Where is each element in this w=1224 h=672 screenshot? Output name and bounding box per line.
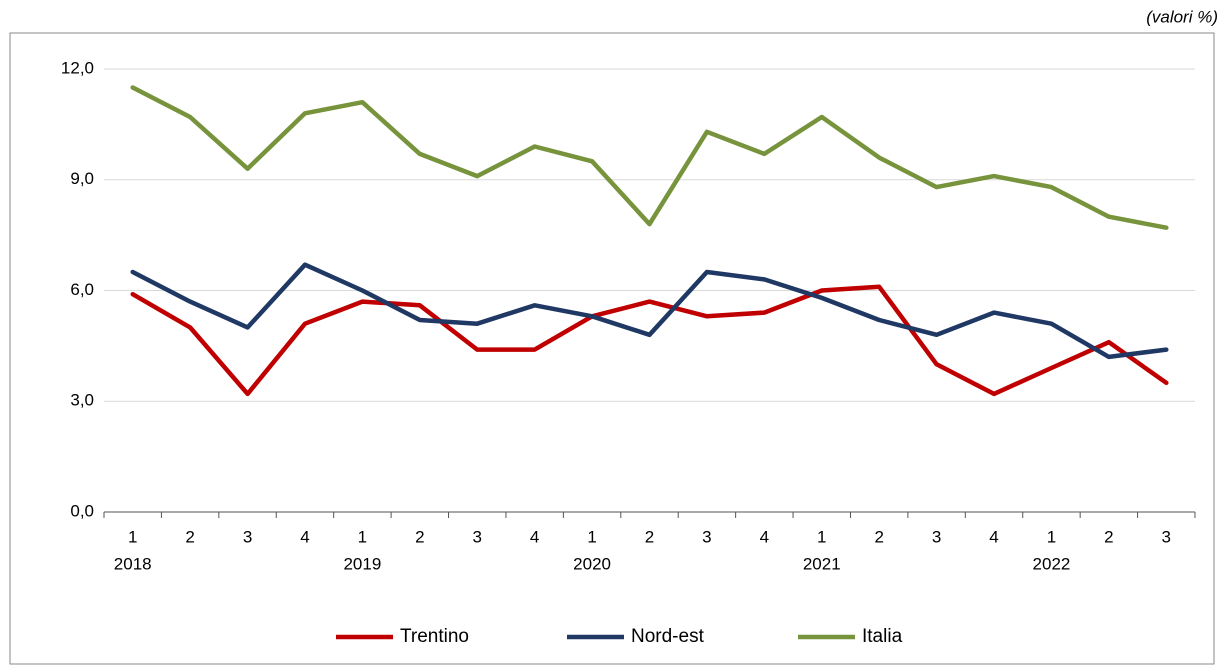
y-tick-label: 3,0	[70, 391, 94, 410]
x-tick-label: 3	[1162, 527, 1171, 546]
legend-label: Nord-est	[631, 626, 705, 647]
legend-label: Trentino	[400, 626, 469, 647]
series-line	[130, 284, 1169, 397]
x-tick-label: 1	[587, 527, 596, 546]
year-label: 2022	[1033, 554, 1071, 573]
year-label: 2018	[114, 554, 152, 573]
x-tick-label: 3	[243, 527, 252, 546]
y-tick-label: 12,0	[61, 58, 94, 77]
year-label: 2021	[803, 554, 841, 573]
legend-label: Italia	[862, 626, 903, 647]
x-tick-label: 3	[473, 527, 482, 546]
series-line	[130, 85, 1169, 230]
x-tick-label: 3	[932, 527, 941, 546]
x-tick-label: 3	[702, 527, 711, 546]
x-tick-label: 1	[817, 527, 826, 546]
unit-note: (valori %)	[1146, 7, 1218, 26]
x-tick-label: 1	[358, 527, 367, 546]
x-tick-label: 2	[645, 527, 654, 546]
x-tick-label: 2	[1104, 527, 1113, 546]
x-tick-label: 4	[989, 527, 998, 546]
x-tick-label: 4	[760, 527, 769, 546]
y-tick-label: 0,0	[70, 501, 94, 520]
x-tick-label: 2	[874, 527, 883, 546]
series-line	[130, 262, 1169, 360]
x-tick-label: 1	[1047, 527, 1056, 546]
x-tick-label: 4	[530, 527, 539, 546]
chart-frame	[9, 32, 1215, 665]
x-tick-label: 2	[415, 527, 424, 546]
x-tick-label: 4	[300, 527, 309, 546]
y-tick-label: 9,0	[70, 169, 94, 188]
x-tick-label: 2	[185, 527, 194, 546]
year-label: 2019	[343, 554, 381, 573]
x-tick-label: 1	[128, 527, 137, 546]
year-label: 2020	[573, 554, 611, 573]
y-tick-label: 6,0	[70, 280, 94, 299]
